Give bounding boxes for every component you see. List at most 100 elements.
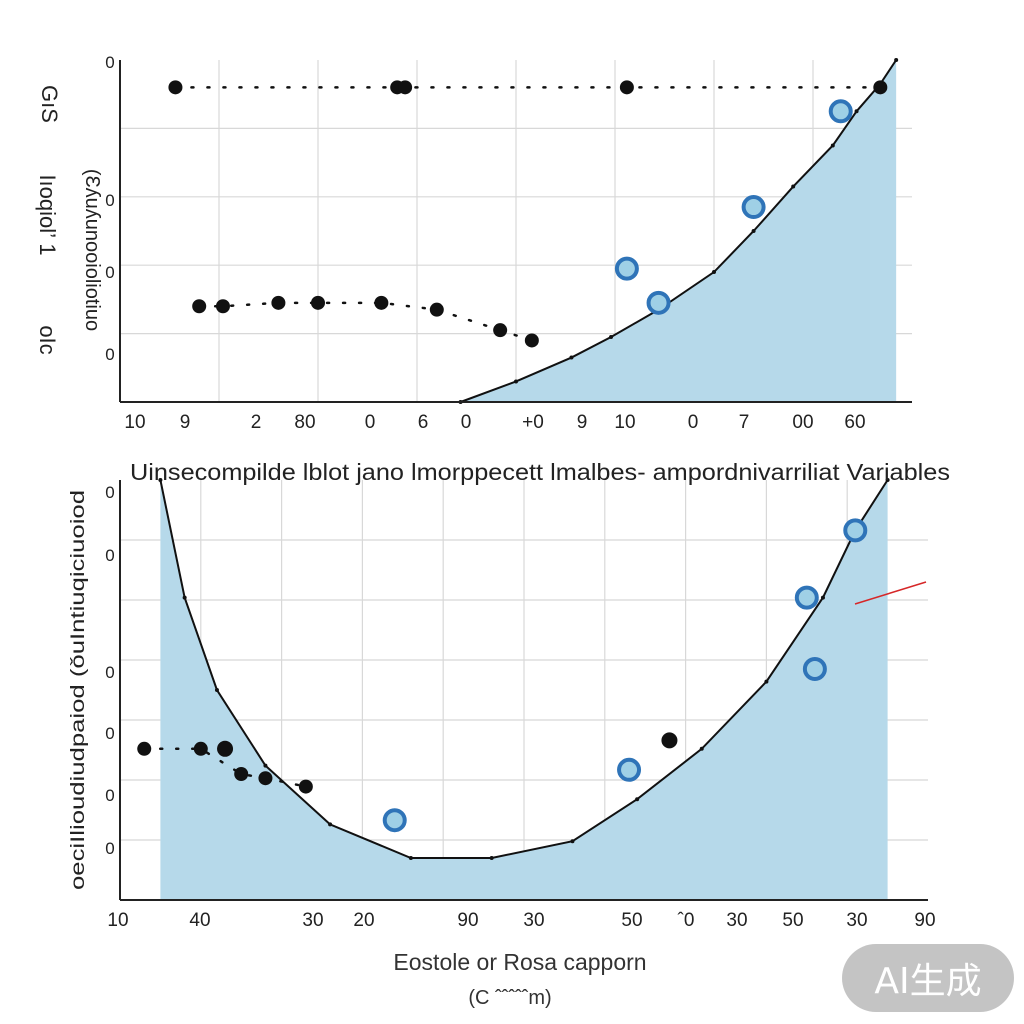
black-marker xyxy=(661,732,678,749)
curve-point xyxy=(854,109,859,114)
x-tick-label: 6 xyxy=(418,412,429,433)
curve-point xyxy=(791,184,796,189)
x-tick-label: 00 xyxy=(792,412,813,433)
x-axis-sublabel: (C ˆˆˆˆˆm) xyxy=(468,987,551,1009)
dotted-line xyxy=(197,301,534,342)
curve-point xyxy=(569,355,574,360)
data-point xyxy=(493,323,508,338)
y-tick-label: 0 xyxy=(105,191,114,210)
y-tick-label: 0 xyxy=(105,663,114,682)
ai-generated-badge: AI生成 xyxy=(842,944,1014,1012)
x-tick-label: 30 xyxy=(726,910,747,931)
data-point xyxy=(137,741,152,756)
y-tick-label: 0 xyxy=(105,345,114,364)
data-point xyxy=(873,80,888,95)
data-point xyxy=(215,299,230,314)
y-tick-label: 0 xyxy=(105,53,114,72)
x-tick-label: 30 xyxy=(523,910,544,931)
blue-marker xyxy=(617,757,642,782)
curve-point xyxy=(570,839,575,844)
accent-line xyxy=(854,581,927,605)
blue-marker xyxy=(741,195,766,220)
curve-point xyxy=(894,58,899,62)
blue-marker xyxy=(382,808,407,833)
x-tick-label: +0 xyxy=(522,412,544,433)
curve-line xyxy=(460,59,897,403)
chart-title: Uinsecompilde lblot jano lmorppecett lma… xyxy=(130,459,950,485)
x-tick-label: ˆ0 xyxy=(678,910,695,931)
x-tick-label: 30 xyxy=(846,910,867,931)
data-point xyxy=(193,741,208,756)
data-point xyxy=(258,771,273,786)
area-fill xyxy=(160,480,888,900)
x-tick-label: 0 xyxy=(688,412,699,433)
y-tick-label: 0 xyxy=(105,263,114,282)
x-tick-label: 7 xyxy=(739,412,750,433)
y-tick-label: 0 xyxy=(105,483,114,502)
blue-marker xyxy=(614,256,639,281)
curve-point xyxy=(699,746,704,751)
data-point xyxy=(271,295,286,310)
x-axis-label: Eostole or Rosa capporn xyxy=(393,949,646,975)
curve-point xyxy=(263,763,268,768)
curve-point xyxy=(820,595,825,600)
x-tick-label: 30 xyxy=(302,910,323,931)
data-point xyxy=(374,295,389,310)
data-point xyxy=(234,767,249,781)
x-tick-label: 50 xyxy=(621,910,642,931)
area-fill xyxy=(460,60,897,402)
data-point xyxy=(192,299,207,314)
black-marker xyxy=(217,740,234,757)
curve-line xyxy=(159,479,889,859)
curve-point xyxy=(764,679,769,684)
x-tick-label: 9 xyxy=(577,412,588,433)
x-tick-label: 20 xyxy=(353,910,374,931)
blue-marker xyxy=(794,585,819,610)
x-tick-label: 40 xyxy=(189,910,210,931)
y-tick-label: 0 xyxy=(105,839,114,858)
x-tick-label: 0 xyxy=(461,412,472,433)
curve-point xyxy=(514,379,518,384)
y-axis-label-low: oIc xyxy=(35,325,60,354)
x-tick-label: 10 xyxy=(124,412,145,433)
curve-point xyxy=(712,270,716,275)
curve-point xyxy=(489,856,494,860)
blue-marker xyxy=(802,657,827,681)
data-point xyxy=(619,80,634,95)
y-tick-label: 0 xyxy=(105,546,114,565)
curve-point xyxy=(609,335,614,340)
curve-point xyxy=(830,143,835,148)
data-point xyxy=(168,80,183,95)
x-tick-label: 90 xyxy=(457,910,478,931)
y-tick-label: 0 xyxy=(105,786,114,805)
curve-point xyxy=(635,797,640,802)
curve-point xyxy=(214,688,219,692)
data-point xyxy=(311,295,325,310)
y-axis-label-top: GıS xyxy=(37,85,62,123)
curve-point xyxy=(328,822,333,827)
data-point xyxy=(298,779,313,794)
curve-point xyxy=(182,595,187,600)
y-axis-label: oeciIlioudiudpaiod (ǒuIntiuqiciuoiod xyxy=(68,490,89,890)
x-tick-label: 10 xyxy=(614,412,635,433)
blue-marker xyxy=(843,518,868,543)
curve-point xyxy=(158,478,163,482)
y-tick-label: 0 xyxy=(105,724,114,743)
x-tick-label: 2 xyxy=(251,412,262,433)
data-point xyxy=(524,333,539,348)
data-point xyxy=(398,80,413,95)
x-tick-label: 60 xyxy=(844,412,865,433)
x-tick-label: 90 xyxy=(914,910,935,931)
blue-marker xyxy=(828,99,853,124)
x-tick-label: 0 xyxy=(365,412,376,433)
blue-marker xyxy=(646,290,671,315)
y-axis-label-rotated: (Ɛʎuʎunooioliotiuo xyxy=(81,169,103,331)
curve-point xyxy=(751,229,756,233)
x-tick-label: 50 xyxy=(782,910,803,931)
x-tick-label: 10 xyxy=(107,910,128,931)
x-tick-label: 80 xyxy=(294,412,315,433)
x-tick-label: 9 xyxy=(180,412,191,433)
data-point xyxy=(429,302,444,317)
curve-point xyxy=(885,478,890,482)
